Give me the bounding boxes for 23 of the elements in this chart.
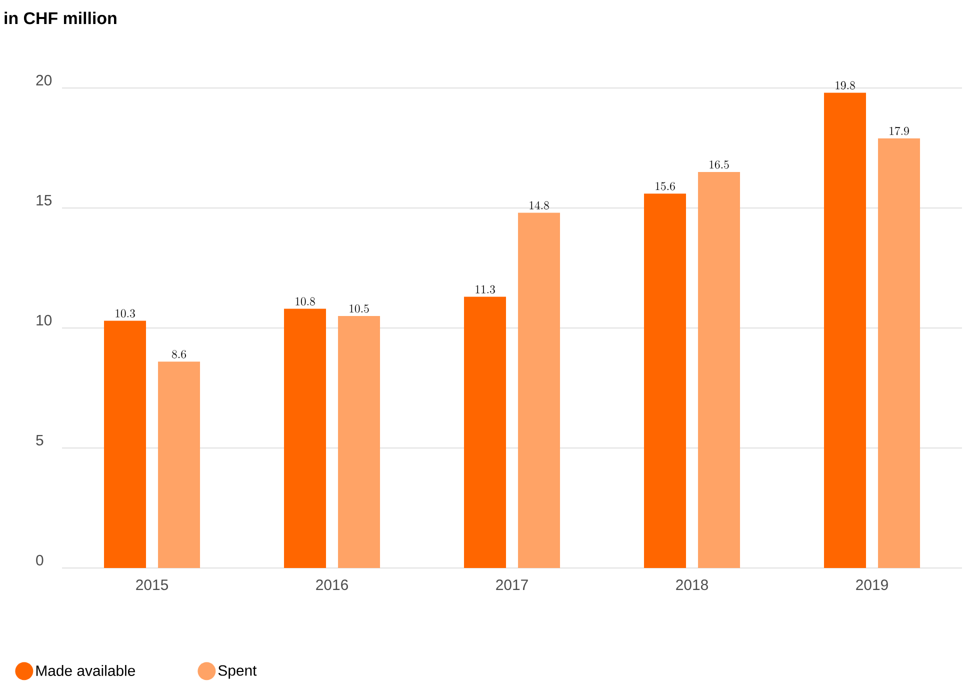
data-label: 14.8 xyxy=(530,201,549,210)
y-tick-label: 0 xyxy=(36,554,44,566)
data-label: 15.6 xyxy=(656,182,675,190)
data-label: 11 .3 xyxy=(476,285,495,294)
data-label: 19.8 xyxy=(836,81,855,90)
data-label: 10.8 xyxy=(296,297,315,306)
x-tick-label: 2019 xyxy=(856,580,888,590)
x-tick-label: 2017 xyxy=(496,580,528,590)
data-label: 16.5 xyxy=(710,160,729,169)
data-label: 10.3 xyxy=(116,309,135,318)
x-tick-label: 2018 xyxy=(676,580,708,590)
legend-label: Made available xyxy=(36,665,135,676)
data-label: 10.5 xyxy=(350,304,369,313)
y-tick-label: 10 xyxy=(36,314,52,326)
data-label: 8.6 xyxy=(172,350,186,358)
y-tick-label: 20 xyxy=(36,74,52,86)
y-tick-label: 5 xyxy=(36,435,44,446)
x-tick-label: 2016 xyxy=(316,580,348,590)
data-label: 17.9 xyxy=(890,126,909,136)
legend-label: Spent xyxy=(218,665,257,679)
y-tick-label: 15 xyxy=(36,195,52,206)
chart-title: in CHF million xyxy=(4,12,116,24)
x-tick-label: 2015 xyxy=(136,580,168,590)
